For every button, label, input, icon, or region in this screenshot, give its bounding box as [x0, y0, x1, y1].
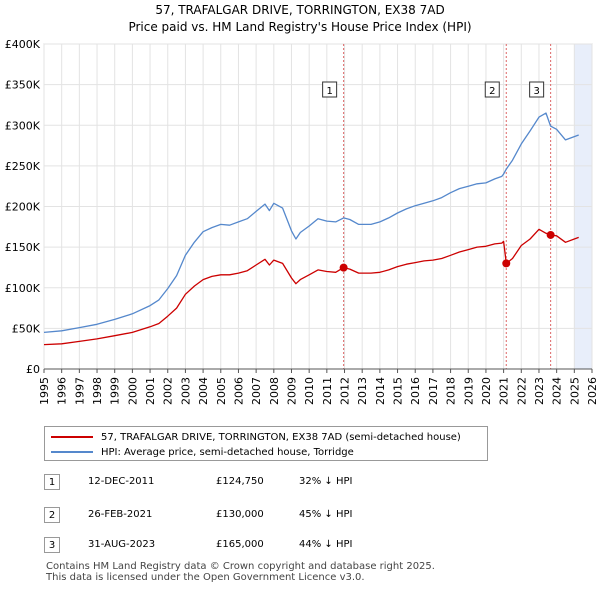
x-tick-label: 2004 — [197, 377, 210, 405]
x-tick-label: 2011 — [321, 377, 334, 405]
transaction-date: 26-FEB-2021 — [88, 509, 153, 520]
x-tick-label: 2013 — [356, 377, 369, 405]
chart-subtitle: Price paid vs. HM Land Registry's House … — [128, 20, 471, 34]
chart-title: 57, TRAFALGAR DRIVE, TORRINGTON, EX38 7A… — [155, 3, 444, 17]
x-tick-label: 2024 — [551, 377, 564, 405]
x-tick-label: 1996 — [56, 377, 69, 405]
x-tick-label: 2022 — [515, 377, 528, 405]
transaction-hpi-diff: 45% ↓ HPI — [299, 509, 353, 520]
x-tick-label: 2008 — [268, 377, 281, 405]
legend-label-hpi: HPI: Average price, semi-detached house,… — [101, 446, 354, 458]
legend-label-property: 57, TRAFALGAR DRIVE, TORRINGTON, EX38 7A… — [101, 431, 461, 443]
hpi-line — [43, 112, 579, 334]
x-tick-label: 1998 — [91, 377, 104, 405]
sale-point — [502, 259, 511, 268]
transaction-date: 12-DEC-2011 — [88, 476, 155, 487]
x-tick-label: 1995 — [38, 377, 51, 405]
footer: Contains HM Land Registry data © Crown c… — [46, 561, 435, 583]
sale-point — [546, 230, 555, 239]
sale-marker-box — [322, 81, 338, 98]
sale-marker-box — [529, 81, 545, 98]
x-tick-label: 2007 — [250, 377, 263, 405]
x-tick-label: 2018 — [445, 377, 458, 405]
y-tick-label: £150K — [5, 241, 41, 254]
x-tick-label: 2016 — [409, 377, 422, 405]
x-tick-label: 2010 — [303, 377, 316, 405]
y-tick-label: £400K — [5, 38, 41, 51]
sale-marker-label: 1 — [326, 86, 332, 97]
y-tick-label: £350K — [5, 79, 41, 92]
transaction-price: £165,000 — [216, 539, 264, 550]
x-tick-label: 2026 — [586, 377, 599, 405]
y-tick-label: £250K — [5, 160, 41, 173]
sale-marker-label: 2 — [489, 86, 495, 97]
x-tick-label: 2025 — [568, 377, 581, 405]
sale-marker-label: 3 — [533, 86, 539, 97]
x-tick-label: 2006 — [232, 377, 245, 405]
transaction-number: 3 — [44, 537, 60, 553]
x-tick-label: 2017 — [427, 377, 440, 405]
x-tick-label: 2000 — [126, 377, 139, 405]
y-tick-label: £100K — [5, 282, 41, 295]
x-tick-label: 2003 — [179, 377, 192, 405]
footer-licence: This data is licensed under the Open Gov… — [46, 572, 365, 583]
sale-point — [339, 263, 348, 272]
legend: 57, TRAFALGAR DRIVE, TORRINGTON, EX38 7A… — [44, 426, 488, 461]
footer-copyright: Contains HM Land Registry data © Crown c… — [46, 561, 435, 572]
transaction-hpi-diff: 32% ↓ HPI — [299, 476, 353, 487]
x-tick-label: 2001 — [144, 377, 157, 405]
legend-item-hpi: HPI: Average price, semi-detached house,… — [51, 445, 354, 459]
transaction-number: 1 — [44, 474, 60, 490]
x-tick-label: 1997 — [73, 377, 86, 405]
x-tick-label: 2020 — [480, 377, 493, 405]
x-tick-label: 2019 — [462, 377, 475, 405]
y-tick-label: £300K — [5, 119, 41, 132]
transaction-date: 31-AUG-2023 — [88, 539, 156, 550]
x-tick-label: 1999 — [109, 377, 122, 405]
transaction-number: 2 — [44, 507, 60, 523]
x-tick-label: 2009 — [285, 377, 298, 405]
y-tick-label: £200K — [5, 201, 41, 214]
legend-swatch-property — [51, 436, 93, 438]
price-chart: 57, TRAFALGAR DRIVE, TORRINGTON, EX38 7A… — [5, 3, 599, 405]
x-tick-label: 2014 — [374, 377, 387, 405]
x-tick-label: 2015 — [392, 377, 405, 405]
transaction-price: £130,000 — [216, 509, 264, 520]
legend-item-property: 57, TRAFALGAR DRIVE, TORRINGTON, EX38 7A… — [51, 430, 461, 444]
sale-marker-box — [484, 81, 500, 98]
y-tick-label: £0 — [26, 363, 40, 376]
x-tick-label: 2012 — [339, 377, 352, 405]
x-tick-label: 2005 — [215, 377, 228, 405]
x-tick-label: 2021 — [498, 377, 511, 405]
x-tick-label: 2023 — [533, 377, 546, 405]
transaction-price: £124,750 — [216, 476, 264, 487]
y-tick-label: £50K — [12, 322, 41, 335]
x-tick-label: 2002 — [162, 377, 175, 405]
transaction-hpi-diff: 44% ↓ HPI — [299, 539, 353, 550]
legend-swatch-hpi — [51, 451, 93, 453]
